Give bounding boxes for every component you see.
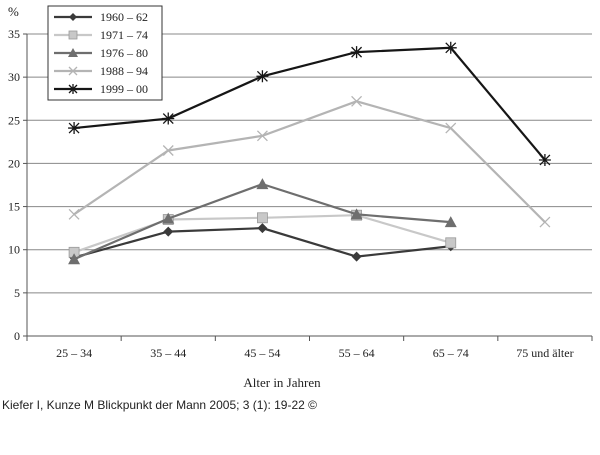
- legend-label: 1960 – 62: [100, 10, 148, 24]
- series-4: [68, 95, 551, 228]
- x-tick-label: 75 und älter: [516, 346, 573, 360]
- y-tick-label: 30: [8, 70, 20, 84]
- data-point: [68, 253, 81, 265]
- data-point: [68, 48, 78, 57]
- x-tick-label: 55 – 64: [339, 346, 375, 360]
- data-point: [539, 216, 551, 228]
- data-point: [351, 95, 363, 107]
- y-tick-label: 0: [14, 329, 20, 343]
- legend-label: 1999 – 00: [100, 82, 148, 96]
- data-point: [445, 122, 457, 134]
- data-point: [162, 112, 175, 125]
- source-caption: Kiefer I, Kunze M Blickpunkt der Mann 20…: [2, 398, 317, 412]
- legend-label: 1971 – 74: [100, 28, 148, 42]
- legend-item: 1971 – 74: [54, 28, 148, 42]
- series-line: [73, 46, 546, 161]
- data-point: [69, 13, 77, 21]
- data-point: [68, 208, 80, 220]
- data-point: [538, 153, 551, 166]
- data-point: [351, 251, 362, 262]
- data-point: [68, 122, 81, 135]
- y-axis-label: %: [8, 4, 19, 19]
- x-tick-label: 25 – 34: [56, 346, 92, 360]
- x-axis-label: Alter in Jahren: [243, 375, 321, 390]
- y-tick-label: 10: [8, 243, 20, 257]
- data-point: [162, 212, 175, 224]
- legend-label: 1988 – 94: [100, 64, 148, 78]
- data-point: [256, 70, 269, 83]
- data-point: [445, 237, 457, 249]
- data-point: [68, 30, 78, 40]
- data-point: [350, 208, 363, 220]
- legend: 1960 – 62 1971 – 74 1976 – 80 1988 – 94 1999…: [47, 5, 163, 101]
- x-tick-label: 35 – 44: [150, 346, 186, 360]
- x-axis-ticks: 25 – 34 35 – 44 45 – 54 55 – 64 65 – 74 75 un…: [26, 336, 593, 360]
- x-tick-label: 45 – 54: [244, 346, 280, 360]
- data-point: [68, 84, 78, 94]
- data-point: [444, 41, 457, 54]
- y-tick-label: 15: [8, 200, 20, 214]
- y-tick-label: 5: [14, 286, 20, 300]
- data-point: [257, 223, 268, 234]
- series-line: [73, 100, 546, 223]
- data-point: [162, 145, 174, 156]
- data-point: [444, 216, 457, 228]
- data-point: [256, 178, 269, 190]
- series-5: [68, 41, 551, 166]
- line-chart: 0 5 10 15 20 25 30 35 25 – 34 35 – 44 45 – 54 55 –…: [8, 4, 593, 390]
- series-1: [69, 223, 456, 263]
- y-tick-label: 20: [8, 156, 20, 170]
- y-axis-ticks: 0 5 10 15 20 25 30 35: [8, 27, 28, 343]
- data-point: [257, 212, 268, 224]
- data-point: [163, 226, 174, 237]
- series-group: [68, 41, 551, 265]
- y-tick-label: 35: [8, 27, 20, 41]
- legend-item: 1976 – 80: [54, 46, 148, 60]
- series-3: [68, 178, 457, 265]
- data-point: [68, 66, 78, 76]
- legend-item: 1999 – 00: [54, 82, 148, 96]
- data-point: [350, 46, 363, 59]
- x-tick-label: 65 – 74: [433, 346, 469, 360]
- legend-label: 1976 – 80: [100, 46, 148, 60]
- legend-item: 1988 – 94: [54, 64, 148, 78]
- legend-item: 1960 – 62: [54, 10, 148, 24]
- data-point: [256, 130, 268, 142]
- y-tick-label: 25: [8, 113, 20, 127]
